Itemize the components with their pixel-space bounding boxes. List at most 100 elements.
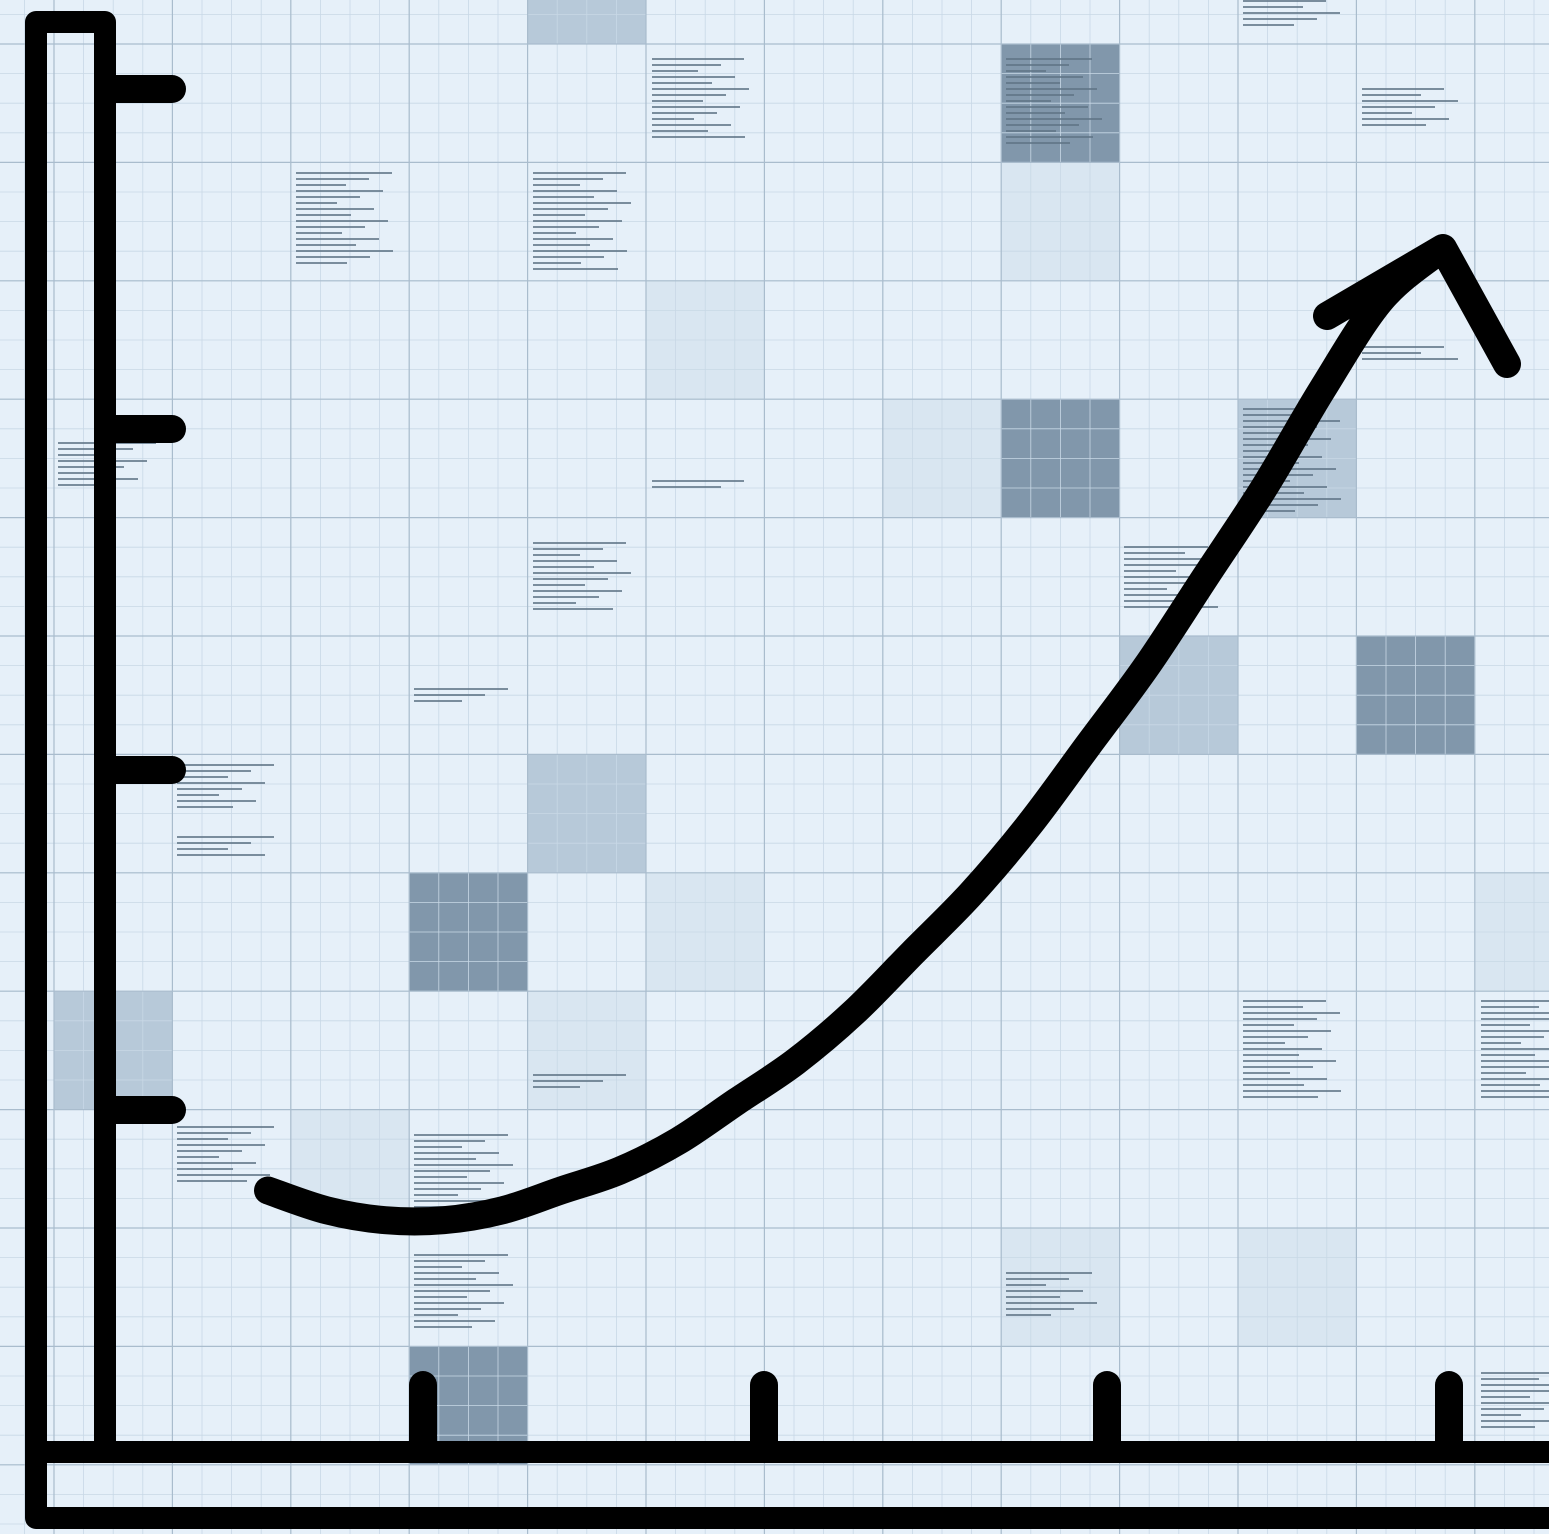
text-line	[414, 700, 462, 702]
text-line	[1243, 408, 1326, 410]
text-line	[1481, 1414, 1521, 1416]
text-line	[1362, 352, 1421, 354]
text-line	[1481, 1018, 1549, 1020]
text-line	[652, 480, 744, 482]
text-line	[1006, 1290, 1083, 1292]
text-line	[414, 1146, 462, 1148]
text-line	[1481, 1024, 1530, 1026]
series-line	[254, 236, 1454, 1236]
text-line	[414, 1254, 508, 1256]
text-line	[296, 214, 351, 216]
text-line	[533, 560, 617, 562]
text-line	[533, 572, 631, 574]
text-line	[533, 178, 603, 180]
text-line	[414, 694, 485, 696]
axes	[25, 11, 1549, 1529]
text-line	[1243, 6, 1303, 8]
text-line	[1006, 88, 1097, 90]
text-line	[58, 466, 124, 468]
text-line	[533, 256, 604, 258]
text-line	[533, 1086, 580, 1088]
text-line	[1362, 88, 1444, 90]
y-axis	[25, 11, 1549, 1529]
text-line	[58, 484, 115, 486]
text-line	[1006, 58, 1092, 60]
text-line	[652, 58, 744, 60]
text-line	[1243, 510, 1295, 512]
text-line	[1243, 1012, 1340, 1014]
text-line	[1481, 1402, 1549, 1404]
text-line	[533, 268, 618, 270]
text-line	[414, 1260, 485, 1262]
text-line	[1243, 426, 1317, 428]
text-line	[414, 1200, 495, 1202]
text-line	[414, 1272, 499, 1274]
text-line	[296, 184, 346, 186]
text-line	[533, 596, 599, 598]
text-line	[414, 1284, 513, 1286]
text-line	[1124, 552, 1185, 554]
text-line	[1243, 1036, 1308, 1038]
text-line	[177, 788, 242, 790]
text-line	[177, 800, 256, 802]
text-line	[533, 608, 613, 610]
text-line	[1006, 100, 1051, 102]
text-line	[1243, 1048, 1322, 1050]
text-line	[1243, 1078, 1327, 1080]
text-line	[1362, 106, 1435, 108]
text-line	[533, 548, 603, 550]
text-line	[533, 196, 594, 198]
text-line	[1362, 112, 1412, 114]
text-line	[1481, 1042, 1521, 1044]
text-line	[652, 130, 708, 132]
text-line	[1243, 1054, 1299, 1056]
text-line	[1243, 1090, 1341, 1092]
text-line	[1481, 1006, 1539, 1008]
text-line	[1481, 1036, 1544, 1038]
text-line	[1124, 594, 1204, 596]
text-line	[533, 584, 585, 586]
text-line	[414, 1164, 513, 1166]
text-line	[533, 590, 622, 592]
text-line	[1362, 100, 1458, 102]
text-line	[533, 262, 581, 264]
text-line	[177, 1162, 256, 1164]
text-line	[533, 542, 626, 544]
text-line	[1006, 1284, 1046, 1286]
text-line	[652, 88, 749, 90]
text-line	[1243, 1006, 1303, 1008]
text-line	[58, 454, 110, 456]
text-line	[1481, 1084, 1540, 1086]
text-line	[533, 172, 626, 174]
text-line	[652, 112, 717, 114]
text-line	[1481, 1054, 1535, 1056]
text-line	[296, 202, 337, 204]
text-line	[177, 770, 251, 772]
text-line	[652, 106, 740, 108]
text-line	[296, 250, 393, 252]
text-line	[1362, 94, 1421, 96]
text-line	[1481, 1384, 1549, 1386]
text-line	[1481, 1078, 1549, 1080]
text-line	[1124, 576, 1213, 578]
text-line	[1006, 1278, 1069, 1280]
text-line	[414, 1188, 481, 1190]
text-line	[1481, 1420, 1549, 1422]
text-line	[296, 232, 342, 234]
text-line	[1243, 18, 1317, 20]
text-line	[533, 244, 590, 246]
text-line	[58, 472, 101, 474]
text-line	[414, 1158, 476, 1160]
text-line	[1481, 1000, 1549, 1002]
text-line	[533, 220, 622, 222]
text-line	[1243, 1042, 1285, 1044]
text-line	[1243, 24, 1294, 26]
text-line	[1243, 1072, 1290, 1074]
text-line	[533, 238, 613, 240]
text-line	[652, 82, 712, 84]
text-line	[1243, 1066, 1313, 1068]
text-line	[414, 1176, 467, 1178]
text-line	[533, 250, 627, 252]
text-line	[652, 118, 694, 120]
text-line	[414, 1134, 508, 1136]
